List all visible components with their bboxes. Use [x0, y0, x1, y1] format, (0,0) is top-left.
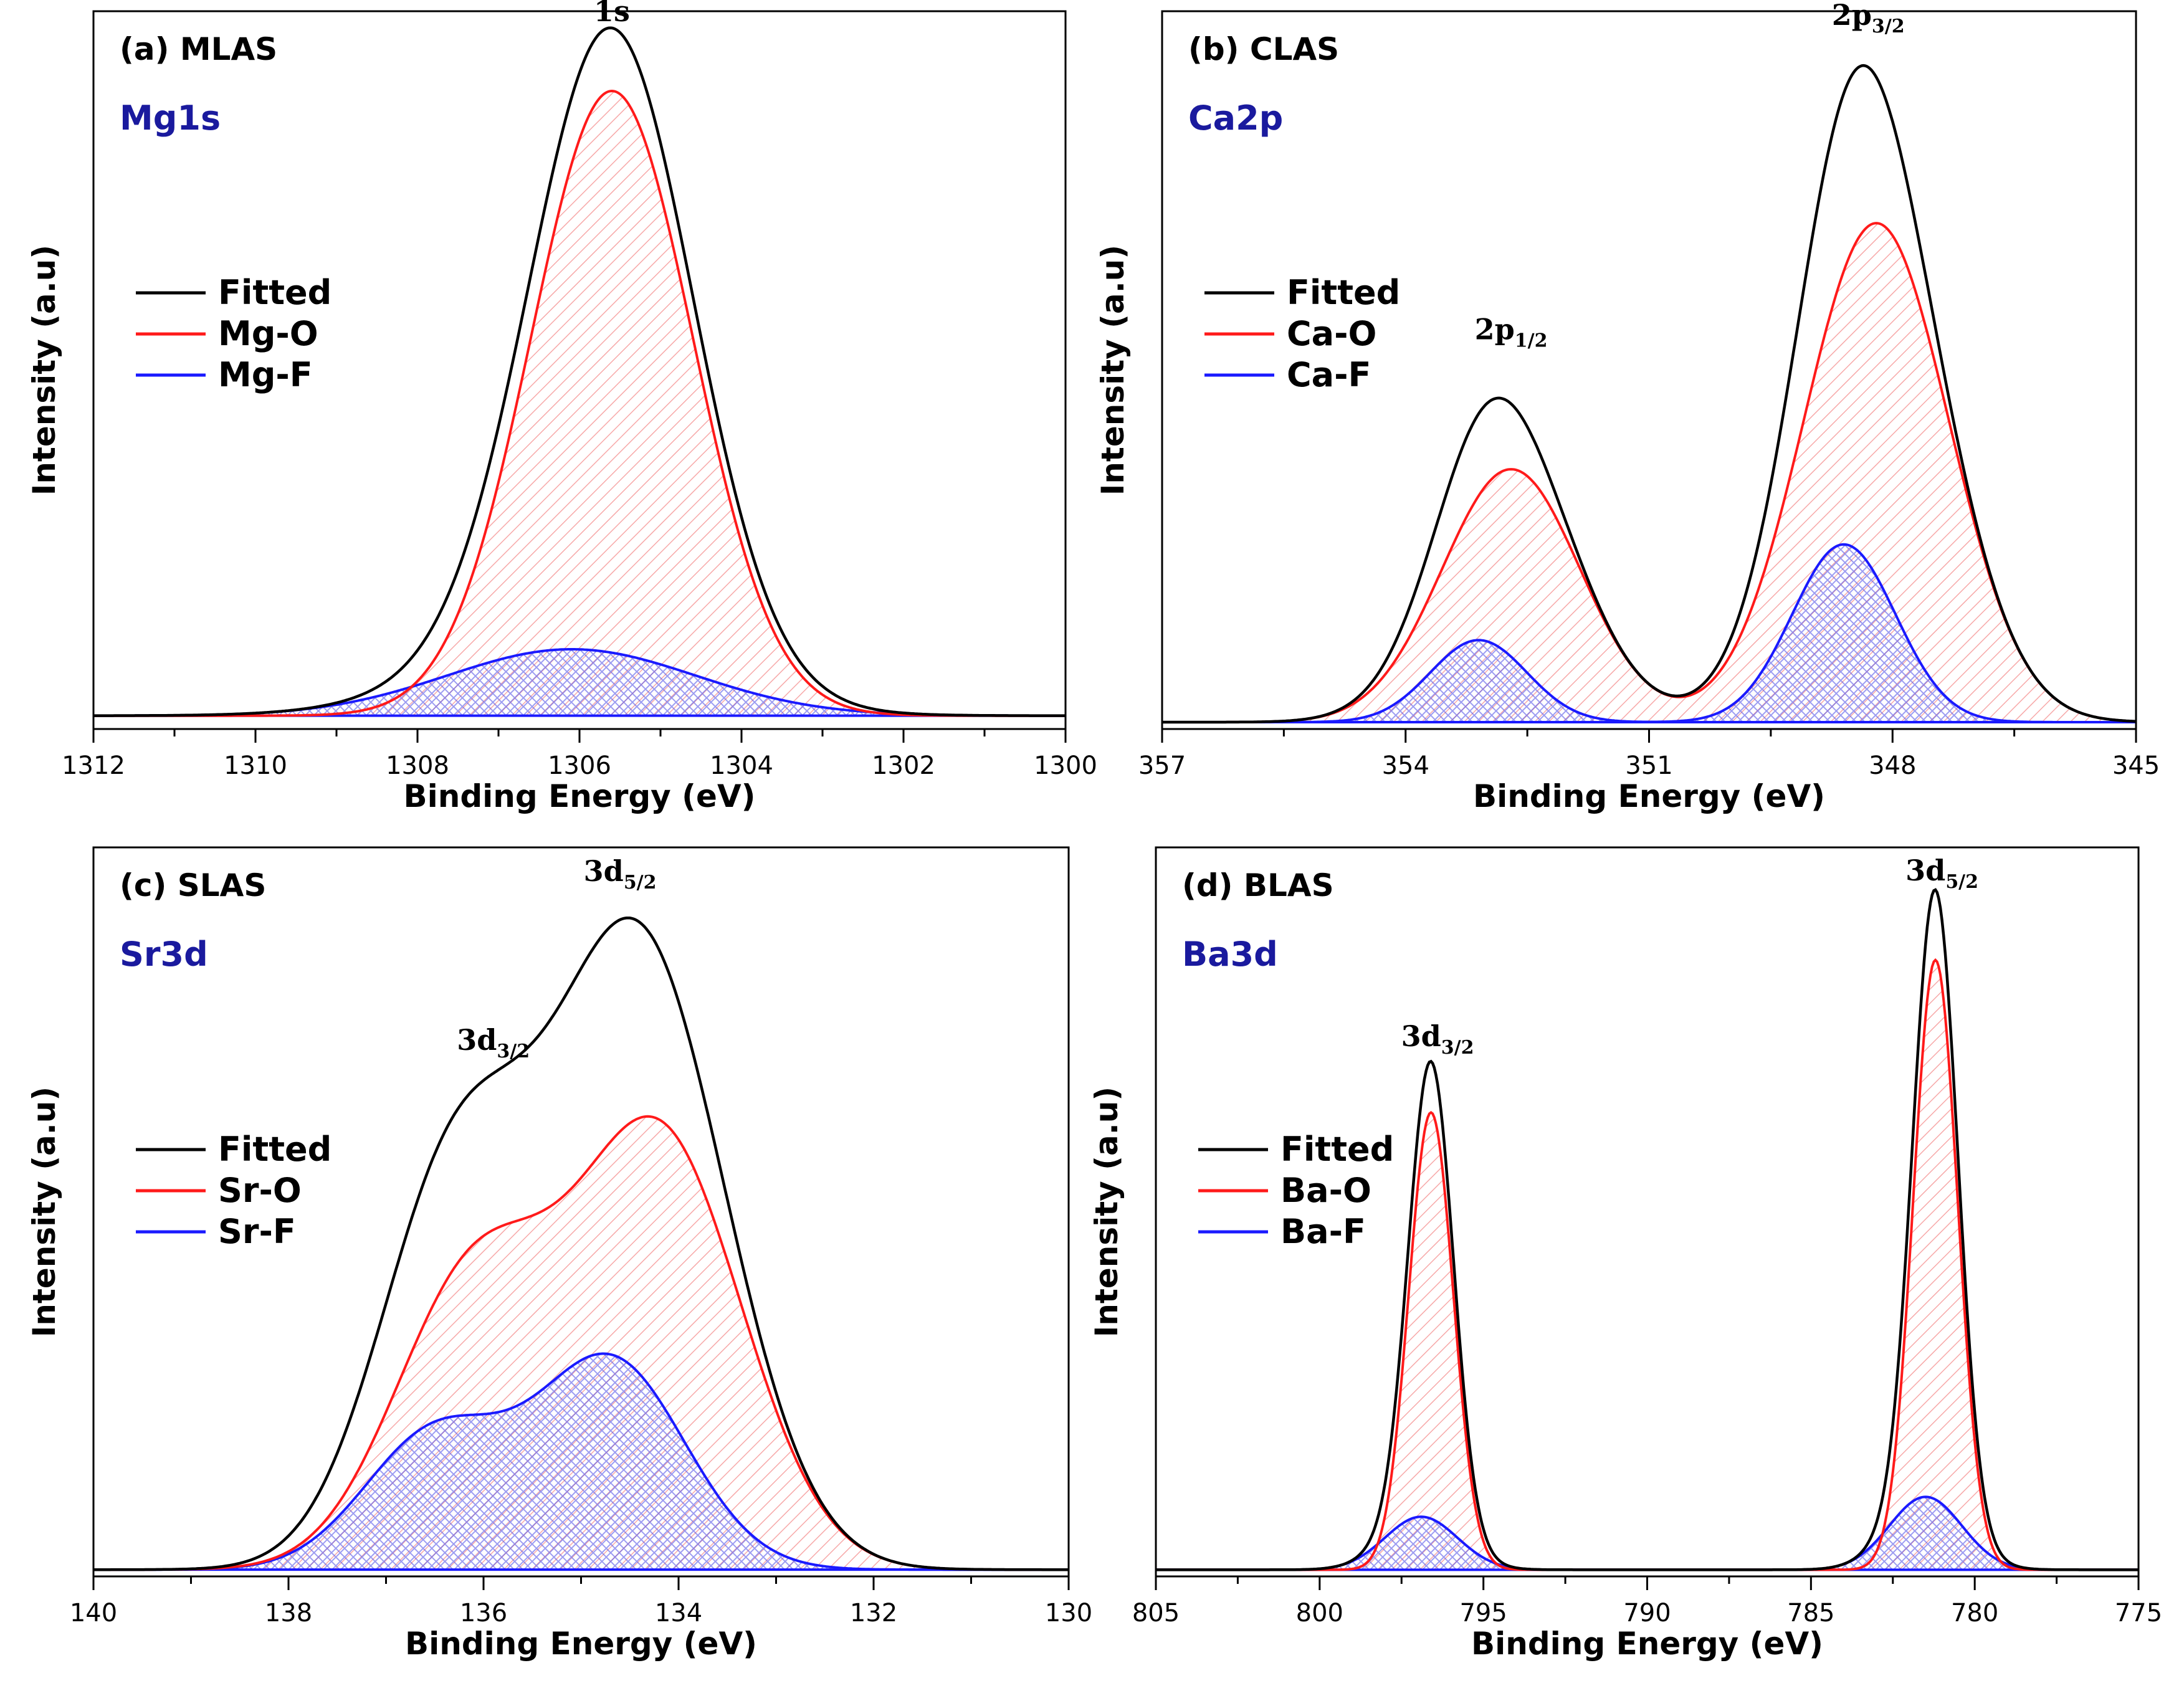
legend-entry: Ba-F: [1280, 1212, 1366, 1251]
x-axis-label: Binding Energy (eV): [1471, 1626, 1823, 1662]
legend-entry: Ba-O: [1280, 1171, 1371, 1210]
legend-entry: Fitted: [1280, 1130, 1394, 1169]
fluoride-fill: [93, 1353, 1069, 1570]
oxide-fill: [93, 91, 1066, 716]
x-tick-label: 795: [1459, 1599, 1507, 1627]
x-tick-label: 132: [850, 1599, 897, 1627]
panel-d: 805 800 795 790 785 780 775 Binding Energy (eV)…: [1089, 846, 2162, 1662]
x-tick-label: 134: [655, 1599, 702, 1627]
legend-entry: Sr-F: [218, 1212, 296, 1251]
x-tick-label: 785: [1787, 1599, 1834, 1627]
legend-entry: Fitted: [218, 273, 331, 312]
series-line-oxide: [1156, 958, 2139, 1571]
panel-title: (a) MLAS: [120, 31, 277, 67]
element-label: Ca2p: [1188, 98, 1283, 138]
panel-c: 140 138 136 134 132 130 Binding Energy (eV) Int…: [26, 846, 1092, 1662]
x-tick-label: 780: [1951, 1599, 1998, 1627]
peak-annotation: 3d3/2: [457, 1023, 530, 1062]
plot-area: [1156, 888, 2139, 1571]
fluoride-fill: [1162, 544, 2136, 722]
x-tick-label: 1308: [386, 751, 449, 780]
panel-title: (b) CLAS: [1188, 31, 1339, 67]
x-tick-label: 348: [1869, 751, 1916, 780]
y-axis-label: Intensity (a.u): [1089, 1087, 1125, 1337]
series-line-fitted: [1162, 64, 2136, 724]
x-tick-label: 136: [460, 1599, 507, 1627]
series-line-fitted: [93, 916, 1069, 1571]
oxide-fill: [93, 1116, 1069, 1570]
x-tick-label: 351: [1625, 751, 1672, 780]
peak-annotation: 1s: [594, 0, 630, 28]
x-axis-label: Binding Energy (eV): [405, 1626, 757, 1662]
x-tick-label: 1310: [224, 751, 287, 780]
oxide-fill: [1156, 960, 2139, 1570]
legend-entry: Ca-F: [1287, 355, 1371, 394]
legend-entry: Sr-O: [218, 1171, 302, 1210]
legend-entry: Fitted: [1287, 273, 1400, 312]
panel-title: (d) BLAS: [1182, 867, 1334, 903]
series-line-fluoride: [1162, 543, 2136, 723]
series-line-fitted: [93, 26, 1066, 717]
fluoride-fill: [93, 649, 1066, 716]
y-axis-label: Intensity (a.u): [26, 245, 62, 495]
x-tick-label: 790: [1623, 1599, 1671, 1627]
plot-area: [1162, 64, 2136, 724]
x-tick-label: 354: [1382, 751, 1429, 780]
y-axis-label: Intensity (a.u): [26, 1087, 62, 1337]
peak-annotation: 3d3/2: [1401, 1019, 1474, 1059]
legend-entry: Fitted: [218, 1130, 331, 1169]
x-tick-label: 130: [1045, 1599, 1092, 1627]
legend-entry: Mg-O: [218, 314, 318, 353]
peak-annotation: 2p1/2: [1475, 313, 1548, 352]
x-tick-label: 1300: [1034, 751, 1097, 780]
x-tick-label: 1304: [710, 751, 773, 780]
series-line-fitted: [1156, 888, 2139, 1571]
panel-a: 1312 1310 1308 1306 1304 1302 1300 Binding Ener…: [26, 0, 1097, 814]
legend-entry: Ca-O: [1287, 314, 1376, 353]
series-line-oxide: [93, 89, 1066, 717]
x-tick-label: 1312: [62, 751, 125, 780]
x-axis-label: Binding Energy (eV): [404, 778, 756, 814]
peak-annotation: 3d5/2: [584, 854, 657, 894]
panel-title: (c) SLAS: [120, 867, 266, 903]
element-label: Mg1s: [120, 98, 221, 138]
panel-b: 357 354 351 348 345 Binding Energy (eV) Intens…: [1095, 0, 2160, 814]
x-axis-label: Binding Energy (eV): [1473, 778, 1825, 814]
legend-entry: Mg-F: [218, 355, 313, 394]
fluoride-fill: [1156, 1497, 2139, 1570]
oxide-fill: [1162, 223, 2136, 723]
x-tick-label: 805: [1132, 1599, 1180, 1627]
x-tick-label: 800: [1296, 1599, 1343, 1627]
x-tick-label: 357: [1138, 751, 1186, 780]
x-tick-label: 775: [2115, 1599, 2162, 1627]
x-tick-label: 1306: [548, 751, 611, 780]
y-axis-label: Intensity (a.u): [1095, 245, 1131, 495]
peak-annotation: 2p3/2: [1832, 0, 1905, 37]
peak-annotation: 3d5/2: [1905, 854, 1978, 893]
x-tick-label: 138: [265, 1599, 312, 1627]
plot-area: [93, 26, 1066, 717]
x-tick-label: 345: [2112, 751, 2160, 780]
x-tick-label: 140: [70, 1599, 117, 1627]
x-tick-label: 1302: [872, 751, 935, 780]
element-label: Sr3d: [120, 935, 208, 974]
element-label: Ba3d: [1182, 935, 1278, 974]
plot-area: [93, 916, 1069, 1571]
